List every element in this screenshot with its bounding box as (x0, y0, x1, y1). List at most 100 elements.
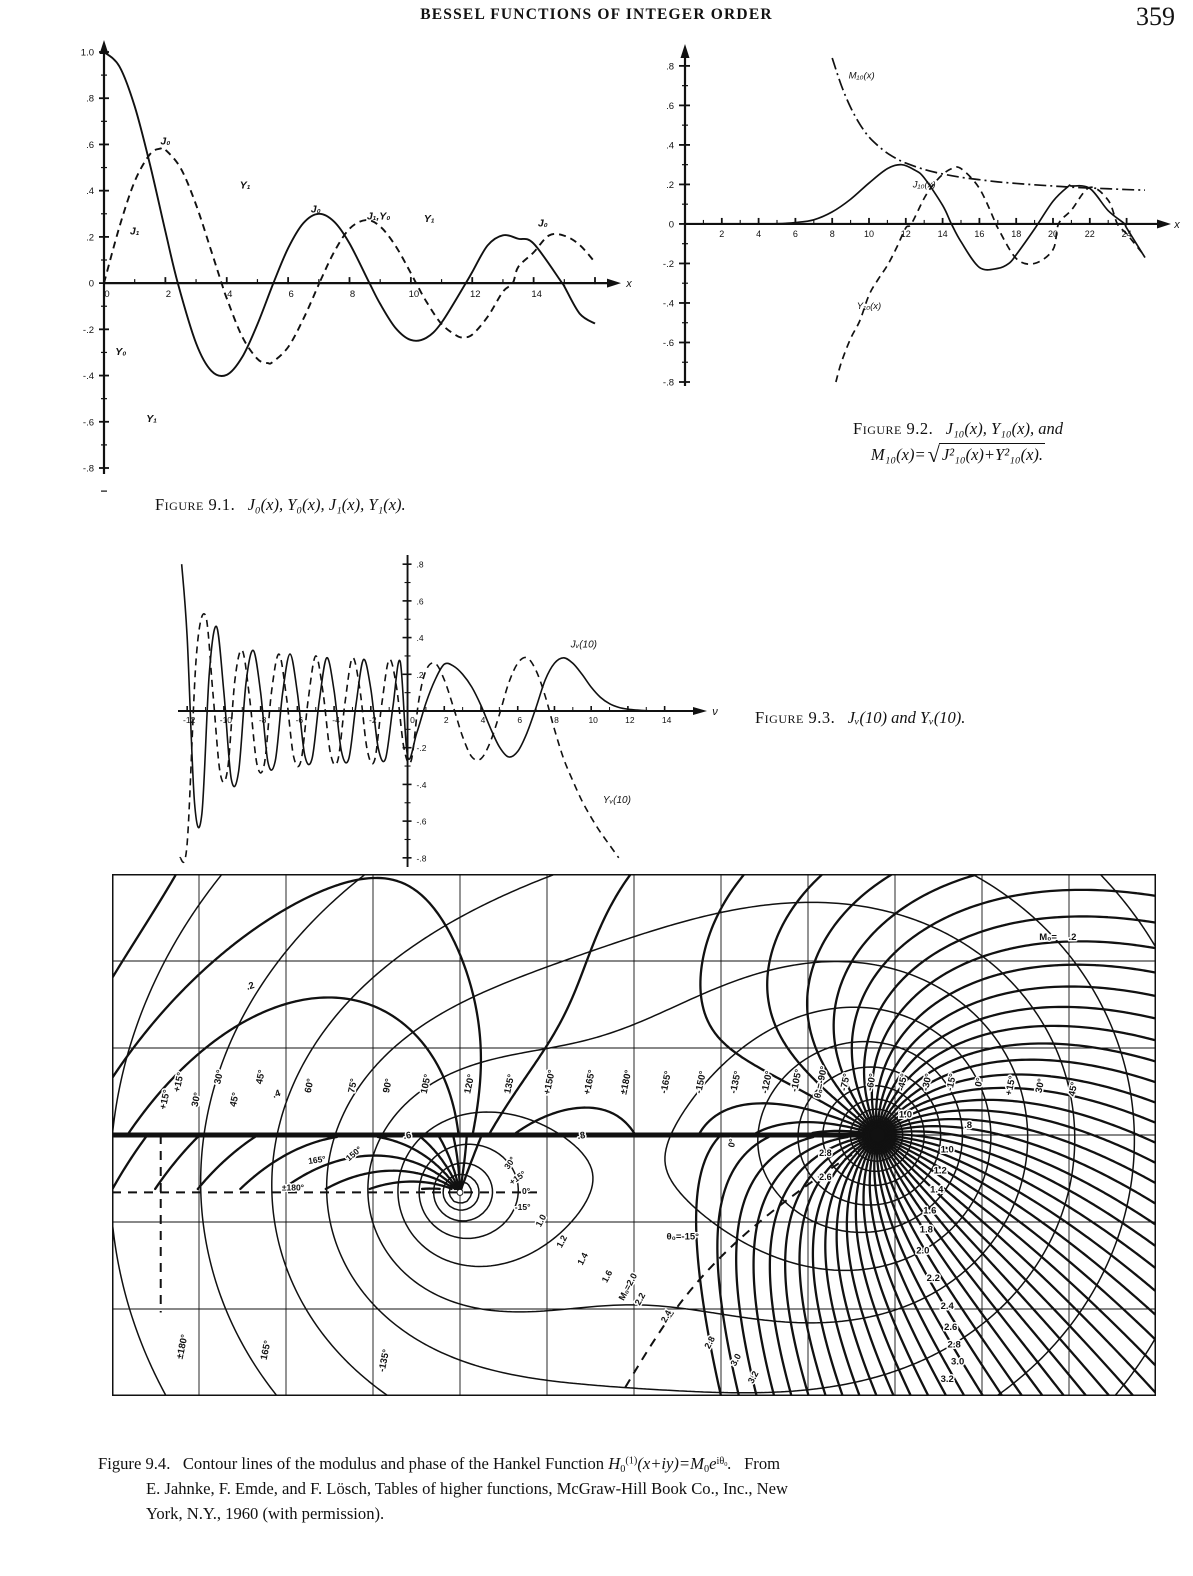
x-tick-label: 10 (409, 289, 420, 300)
modulus-contour (442, 1084, 925, 1211)
x-tick-label: 12 (625, 715, 635, 725)
x-tick-label: -1.5 (538, 1408, 556, 1419)
x-tick-label: -2.5 (364, 1408, 382, 1419)
curve-Y_nu(10) (179, 613, 620, 863)
modulus-label: 1.0 (941, 1144, 954, 1155)
figure-9-4-plot: XY-4.0-3.5-3.0-2.5-2.0-1.5-1.0- .50.51.0… (92, 874, 1156, 1419)
y-tick-label: .5 (96, 1044, 105, 1055)
figure-9-2-caption-radicand: J²₁₀(x)+Y²₁₀(x). (938, 442, 1046, 467)
x-axis-label: x (1173, 219, 1180, 231)
phase-contour (196, 1135, 866, 1396)
y-tick-label: -.8 (417, 853, 427, 863)
figure-9-4-caption-line3: York, N.Y., 1960 (with permission). (146, 1504, 385, 1524)
x-tick-label: -3.0 (277, 1408, 295, 1419)
figure-9-4-caption-line1: Figure 9.4. Contour lines of the modulus… (98, 1452, 1180, 1477)
y-tick-label: .4 (417, 633, 424, 643)
y-tick-label: 0 (89, 279, 94, 290)
modulus-label: 1.4 (575, 1251, 590, 1267)
phase-contour (112, 874, 874, 1135)
x-tick-label: 6 (793, 229, 798, 239)
modulus-marker: M₀= (1039, 932, 1057, 943)
phase-label: 30° (502, 1154, 518, 1171)
phase-label: -15° (945, 1072, 959, 1092)
curve-label: Y₁ (146, 413, 157, 425)
curve-label: Y₀ (115, 346, 126, 358)
y-tick-label: .4 (666, 140, 674, 151)
y-axis-arrow (99, 40, 109, 54)
y-tick-label: -.5 (92, 1218, 104, 1229)
x-tick-label: 0 (410, 715, 415, 725)
y-tick-label: 1.0 (81, 48, 94, 59)
phase-label: +15° (1003, 1075, 1018, 1097)
x-tick-label: 2 (719, 229, 724, 239)
phase-contour (368, 1135, 876, 1396)
modulus-label: 1.0 (899, 1110, 912, 1121)
modulus-contour (325, 901, 1076, 1394)
phase-label: 30° (1034, 1077, 1048, 1094)
y-tick-label: -.8 (83, 464, 94, 475)
x-tick-label: -2.0 (451, 1408, 469, 1419)
phase-label: -150° (693, 1070, 709, 1095)
x-tick-label: 14 (662, 715, 672, 725)
modulus-label: 1.4 (930, 1184, 944, 1195)
curve-J0 (103, 51, 596, 377)
running-head: BESSEL FUNCTIONS OF INTEGER ORDER 359 (0, 2, 1193, 32)
phase-label: θ₀=-90° (812, 1065, 830, 1099)
modulus-label: 1.6 (600, 1268, 615, 1284)
phase-label: 45° (254, 1069, 268, 1086)
modulus-label: 2.8 (948, 1339, 961, 1350)
phase-contour (862, 1135, 930, 1396)
modulus-label: 3.2 (941, 1374, 954, 1385)
figure-9-3-caption: Figure 9.3. Jᵥ(10) and Yᵥ(10). (755, 707, 1135, 730)
modulus-label: 2.8 (702, 1335, 717, 1351)
figure-9-2-caption: Figure 9.2. J₁₀(x), Y₁₀(x), and M₁₀(x)=√… (748, 418, 1168, 467)
x-axis-arrow (1180, 1130, 1193, 1140)
modulus-label: 1.8 (920, 1224, 933, 1235)
figure-9-1-plot: x 1.0 .8 .6 .4 .2 0 -.2 -.4 -.6 -.8 0 2 4 6 8 10 12 14 J₀ J₁… (81, 40, 632, 492)
phase-contour (239, 1135, 871, 1396)
phase-contour (876, 1135, 1004, 1396)
singularity-point (870, 1128, 885, 1142)
phase-label: -30° (920, 1072, 934, 1092)
curve-label: Yᵥ(10) (603, 795, 631, 806)
figure-9-4-caption: Figure 9.4. Contour lines of the modulus… (98, 1452, 1180, 1527)
phase-label: 45° (1067, 1081, 1081, 1098)
modulus-label: .8 (964, 1120, 972, 1131)
phase-label: 150° (344, 1144, 364, 1163)
phase-contour (873, 1135, 966, 1396)
y-tick-label: .2 (666, 180, 674, 191)
y-tick-label: .4 (86, 186, 94, 197)
x-tick-label: 8 (554, 715, 559, 725)
x-tick-label: 4 (227, 289, 232, 300)
x-tick-label: 8 (350, 289, 355, 300)
y-axis-arrow (803, 840, 813, 854)
x-tick-label: 10 (588, 715, 598, 725)
y-tick-label: .6 (417, 596, 424, 606)
modulus-label: 2.2 (927, 1273, 940, 1284)
modulus-contour (432, 1066, 942, 1222)
modulus-label: 3.0 (951, 1357, 964, 1368)
curve-label: Y₁₀(x) (857, 301, 881, 312)
modulus-label: 2.6 (944, 1322, 957, 1333)
phase-label: 0° (973, 1077, 986, 1088)
curve-label: J₀ (160, 135, 170, 147)
phase-contour (845, 1135, 895, 1396)
figure-9-4-caption-text-a: Contour lines of the modulus and phase o… (182, 1454, 605, 1473)
y-tick-label: .6 (86, 140, 94, 151)
modulus-contour (857, 1115, 897, 1155)
phase-label: +15° (172, 1071, 187, 1093)
phase-contour (766, 874, 877, 1135)
modulus-contour (867, 1125, 888, 1145)
construction-lines (112, 1135, 875, 1388)
phase-label: 120° (462, 1073, 477, 1095)
x-tick-label: 20 (1048, 229, 1058, 239)
x-tick-label: .5 (891, 1408, 900, 1419)
x-tick-label: 14 (531, 289, 542, 300)
figure-9-4-caption-text-b: From (744, 1454, 781, 1473)
phase-label: -165° (659, 1070, 675, 1095)
x-axis-arrow (607, 278, 621, 288)
y-axis-label: Y (804, 822, 814, 837)
phase-label: ±180° (282, 1183, 305, 1193)
y-tick-label: -.2 (663, 259, 674, 270)
